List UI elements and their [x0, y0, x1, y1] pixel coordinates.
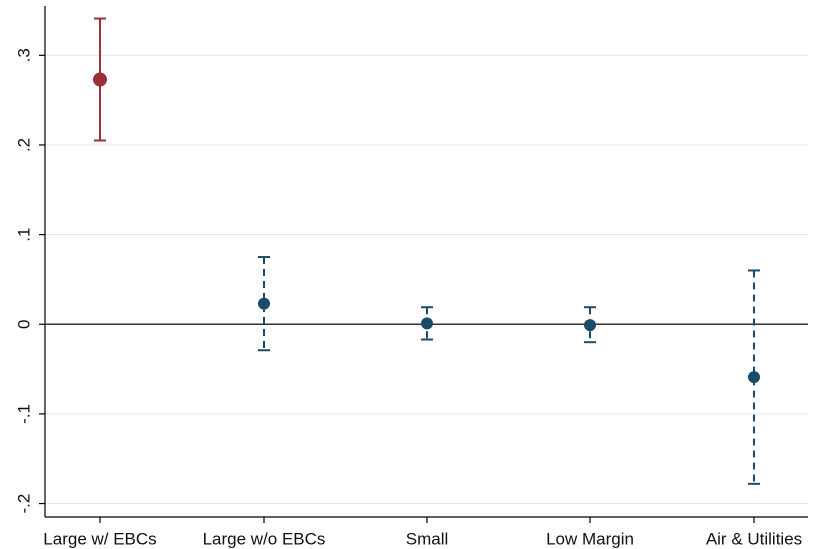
- estimate-group: [421, 306, 433, 341]
- y-tick-label: -.2: [15, 494, 34, 514]
- point-estimate: [93, 72, 107, 87]
- y-tick-label: .1: [15, 228, 34, 242]
- y-tick-label: .3: [15, 48, 34, 62]
- point-estimate: [258, 297, 270, 310]
- estimate-group: [748, 269, 760, 485]
- grid-lines: [45, 54, 808, 505]
- axes: [39, 6, 808, 523]
- estimates: [93, 17, 760, 485]
- estimate-group: [258, 256, 270, 352]
- estimate-group: [584, 306, 596, 344]
- point-estimate: [748, 371, 760, 384]
- y-tick-label: 0: [15, 320, 34, 329]
- point-estimate: [584, 319, 596, 332]
- x-tick-label: Low Margin: [546, 530, 634, 549]
- point-estimate: [421, 317, 433, 330]
- y-tick-label: -.1: [15, 404, 34, 424]
- x-tick-label: Large w/o EBCs: [203, 530, 326, 549]
- x-tick-label: Air & Utilities: [706, 530, 802, 549]
- y-tick-label: .2: [15, 138, 34, 152]
- x-tick-label: Small: [406, 530, 449, 549]
- estimate-group: [93, 17, 107, 142]
- x-tick-label: Large w/ EBCs: [43, 530, 156, 549]
- tick-labels: -.2 -.1 0 .1 .2 .3 Large w/ EBCs Large w/o EBCs…: [15, 48, 803, 548]
